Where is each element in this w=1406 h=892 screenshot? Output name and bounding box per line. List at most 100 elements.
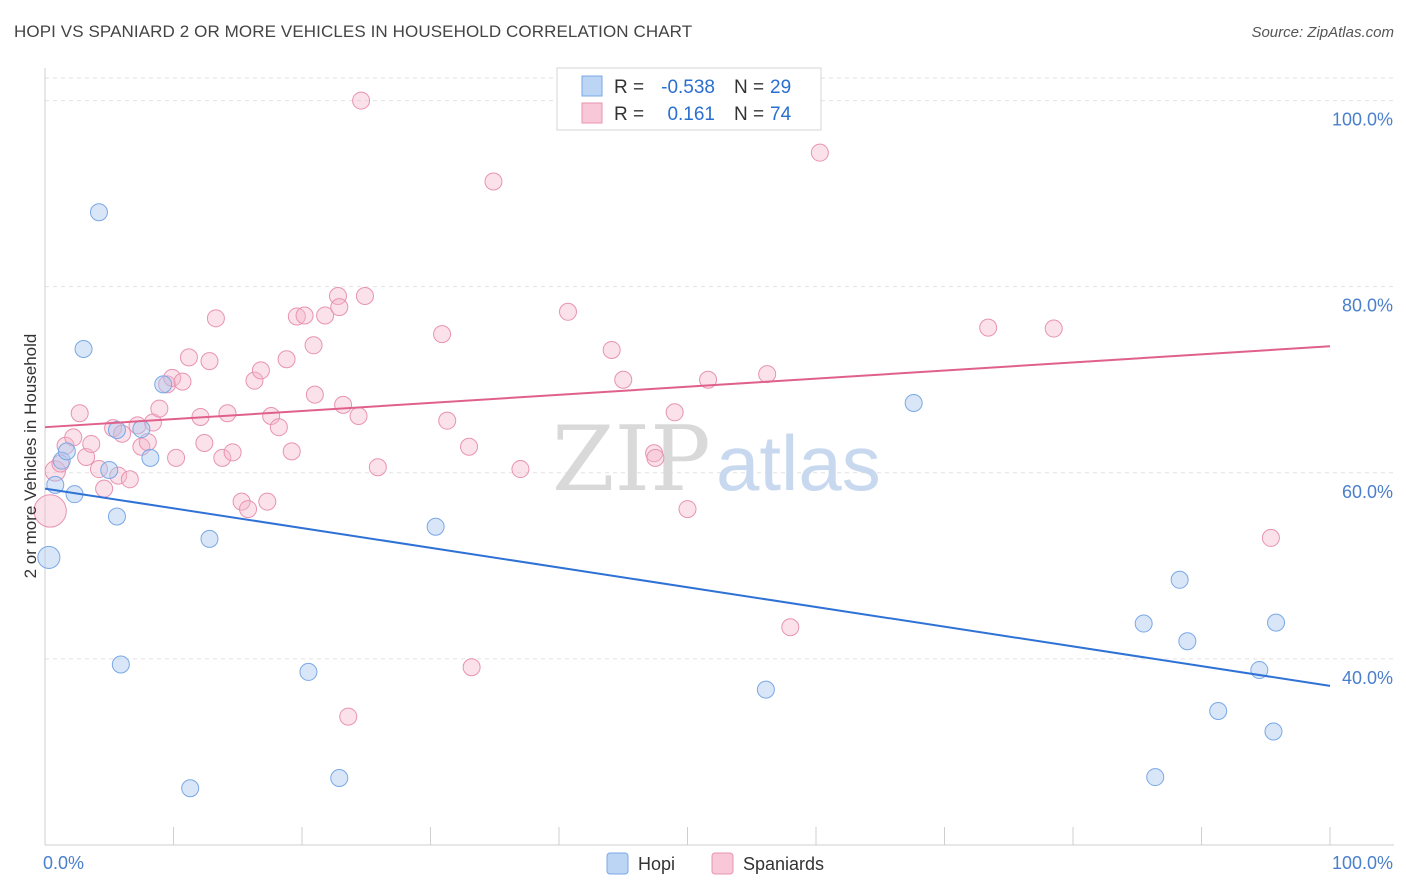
hopi-point-20: [904, 393, 923, 412]
hopi-point-19: [756, 680, 775, 699]
legend-n-value-spaniards: 74: [770, 104, 792, 125]
hopi-point-18: [426, 517, 445, 536]
bottom-legend-swatch-spaniards: [711, 852, 734, 875]
legend-r-label-hopi: R =: [614, 77, 644, 98]
bottom-legend-spaniards: Spaniards: [743, 854, 824, 874]
spaniards-point-23: [179, 348, 198, 367]
spaniards-point-30: [223, 443, 242, 462]
spaniards-point-7: [82, 434, 101, 453]
legend-swatch-hopi: [581, 75, 603, 97]
spaniards-point-18: [150, 399, 169, 418]
legend-r-value-hopi: -0.538: [661, 77, 715, 98]
y-tick-labels: 40.0% 60.0% 80.0% 100.0%: [1332, 110, 1393, 688]
hopi-point-22: [1146, 768, 1165, 787]
spaniards-point-25: [195, 434, 214, 453]
legend-r-value-spaniards: 0.161: [667, 104, 715, 125]
spaniards-point-39: [282, 442, 301, 461]
spaniards-point-8: [89, 460, 108, 479]
spaniards-trend-line: [44, 345, 1331, 429]
spaniards-point-38: [277, 350, 296, 369]
y-axis-label: 2 or more Vehicles in Household: [21, 334, 40, 579]
spaniards-point-64: [665, 403, 684, 422]
watermark-atlas: atlas: [716, 419, 881, 507]
legend-n-label-spaniards: N =: [734, 104, 764, 125]
spaniards-point-49: [349, 407, 368, 426]
y-tick-label-0: 40.0%: [1342, 668, 1393, 688]
spaniards-point-60: [602, 340, 621, 359]
spaniards-point-28: [213, 448, 232, 467]
spaniards-point-35: [258, 492, 277, 511]
spaniards-point-26: [200, 352, 219, 371]
spaniards-point-63: [646, 448, 665, 467]
spaniards-point-0: [33, 494, 67, 528]
spaniards-point-5: [70, 404, 89, 423]
source-label: Source: ZipAtlas.com: [1251, 24, 1394, 41]
spaniards-point-1: [44, 460, 66, 482]
hopi-point-14: [181, 779, 200, 798]
spaniards-points: [33, 91, 1280, 726]
spaniards-point-42: [304, 336, 323, 355]
spaniards-point-59: [558, 302, 577, 321]
hopi-point-11: [132, 420, 151, 439]
spaniards-point-32: [239, 500, 258, 519]
hopi-point-9: [107, 507, 126, 526]
spaniards-point-65: [678, 500, 697, 519]
spaniards-point-33: [245, 371, 264, 390]
hopi-point-13: [154, 375, 173, 394]
hopi-point-12: [141, 448, 160, 467]
spaniards-point-21: [167, 448, 186, 467]
spaniards-point-44: [316, 306, 335, 325]
hopi-point-5: [74, 340, 93, 359]
spaniards-point-53: [433, 325, 452, 344]
hopi-point-24: [1178, 632, 1197, 651]
correlation-legend: R = -0.538 N = 29 R = 0.161 N = 74: [556, 67, 822, 131]
spaniards-point-68: [781, 618, 800, 637]
spaniards-point-22: [173, 372, 192, 391]
hopi-point-23: [1170, 570, 1189, 589]
bottom-legend-swatch-hopi: [606, 852, 629, 875]
spaniards-point-51: [355, 286, 374, 305]
spaniards-point-11: [109, 466, 128, 485]
y-tick-label-1: 60.0%: [1342, 482, 1393, 502]
bottom-legend-hopi: Hopi: [638, 854, 675, 874]
spaniards-point-50: [352, 91, 371, 110]
trend-lines: [44, 345, 1331, 687]
hopi-point-21: [1134, 614, 1153, 633]
watermark-zip: ZIP: [552, 407, 711, 512]
spaniards-point-61: [614, 370, 633, 389]
spaniards-point-47: [334, 395, 353, 414]
spaniards-point-16: [138, 433, 157, 452]
spaniards-point-43: [305, 385, 324, 404]
spaniards-point-9: [95, 479, 114, 498]
hopi-point-3: [57, 442, 76, 461]
axes: [44, 68, 1394, 846]
x-tick-label-0: 0.0%: [43, 853, 84, 873]
hopi-point-7: [100, 460, 119, 479]
spaniards-point-20: [163, 368, 182, 387]
spaniards-point-67: [758, 365, 777, 384]
hopi-point-27: [1264, 722, 1283, 741]
spaniards-point-46: [330, 298, 349, 317]
hopi-trend-line: [44, 487, 1331, 687]
legend-r-label-spaniards: R =: [614, 104, 644, 125]
hopi-point-17: [330, 769, 349, 788]
hopi-point-8: [107, 420, 126, 439]
spaniards-point-69: [810, 143, 829, 162]
x-tick-labels: 0.0% 100.0%: [43, 853, 1393, 873]
y-tick-label-2: 80.0%: [1342, 296, 1393, 316]
hopi-point-15: [200, 529, 219, 548]
hopi-point-16: [299, 662, 318, 681]
watermark: ZIP atlas: [552, 407, 881, 512]
chart-title: HOPI VS SPANIARD 2 OR MORE VEHICLES IN H…: [14, 22, 693, 41]
spaniards-point-70: [979, 318, 998, 337]
spaniards-point-55: [460, 437, 479, 456]
spaniards-point-72: [1261, 528, 1280, 547]
spaniards-point-34: [251, 361, 270, 380]
legend-n-label-hopi: N =: [734, 77, 764, 98]
spaniards-point-66: [699, 370, 718, 389]
spaniards-point-57: [484, 172, 503, 191]
hopi-point-25: [1209, 702, 1228, 721]
x-tick-label-1: 100.0%: [1332, 853, 1393, 873]
spaniards-point-58: [511, 460, 530, 479]
